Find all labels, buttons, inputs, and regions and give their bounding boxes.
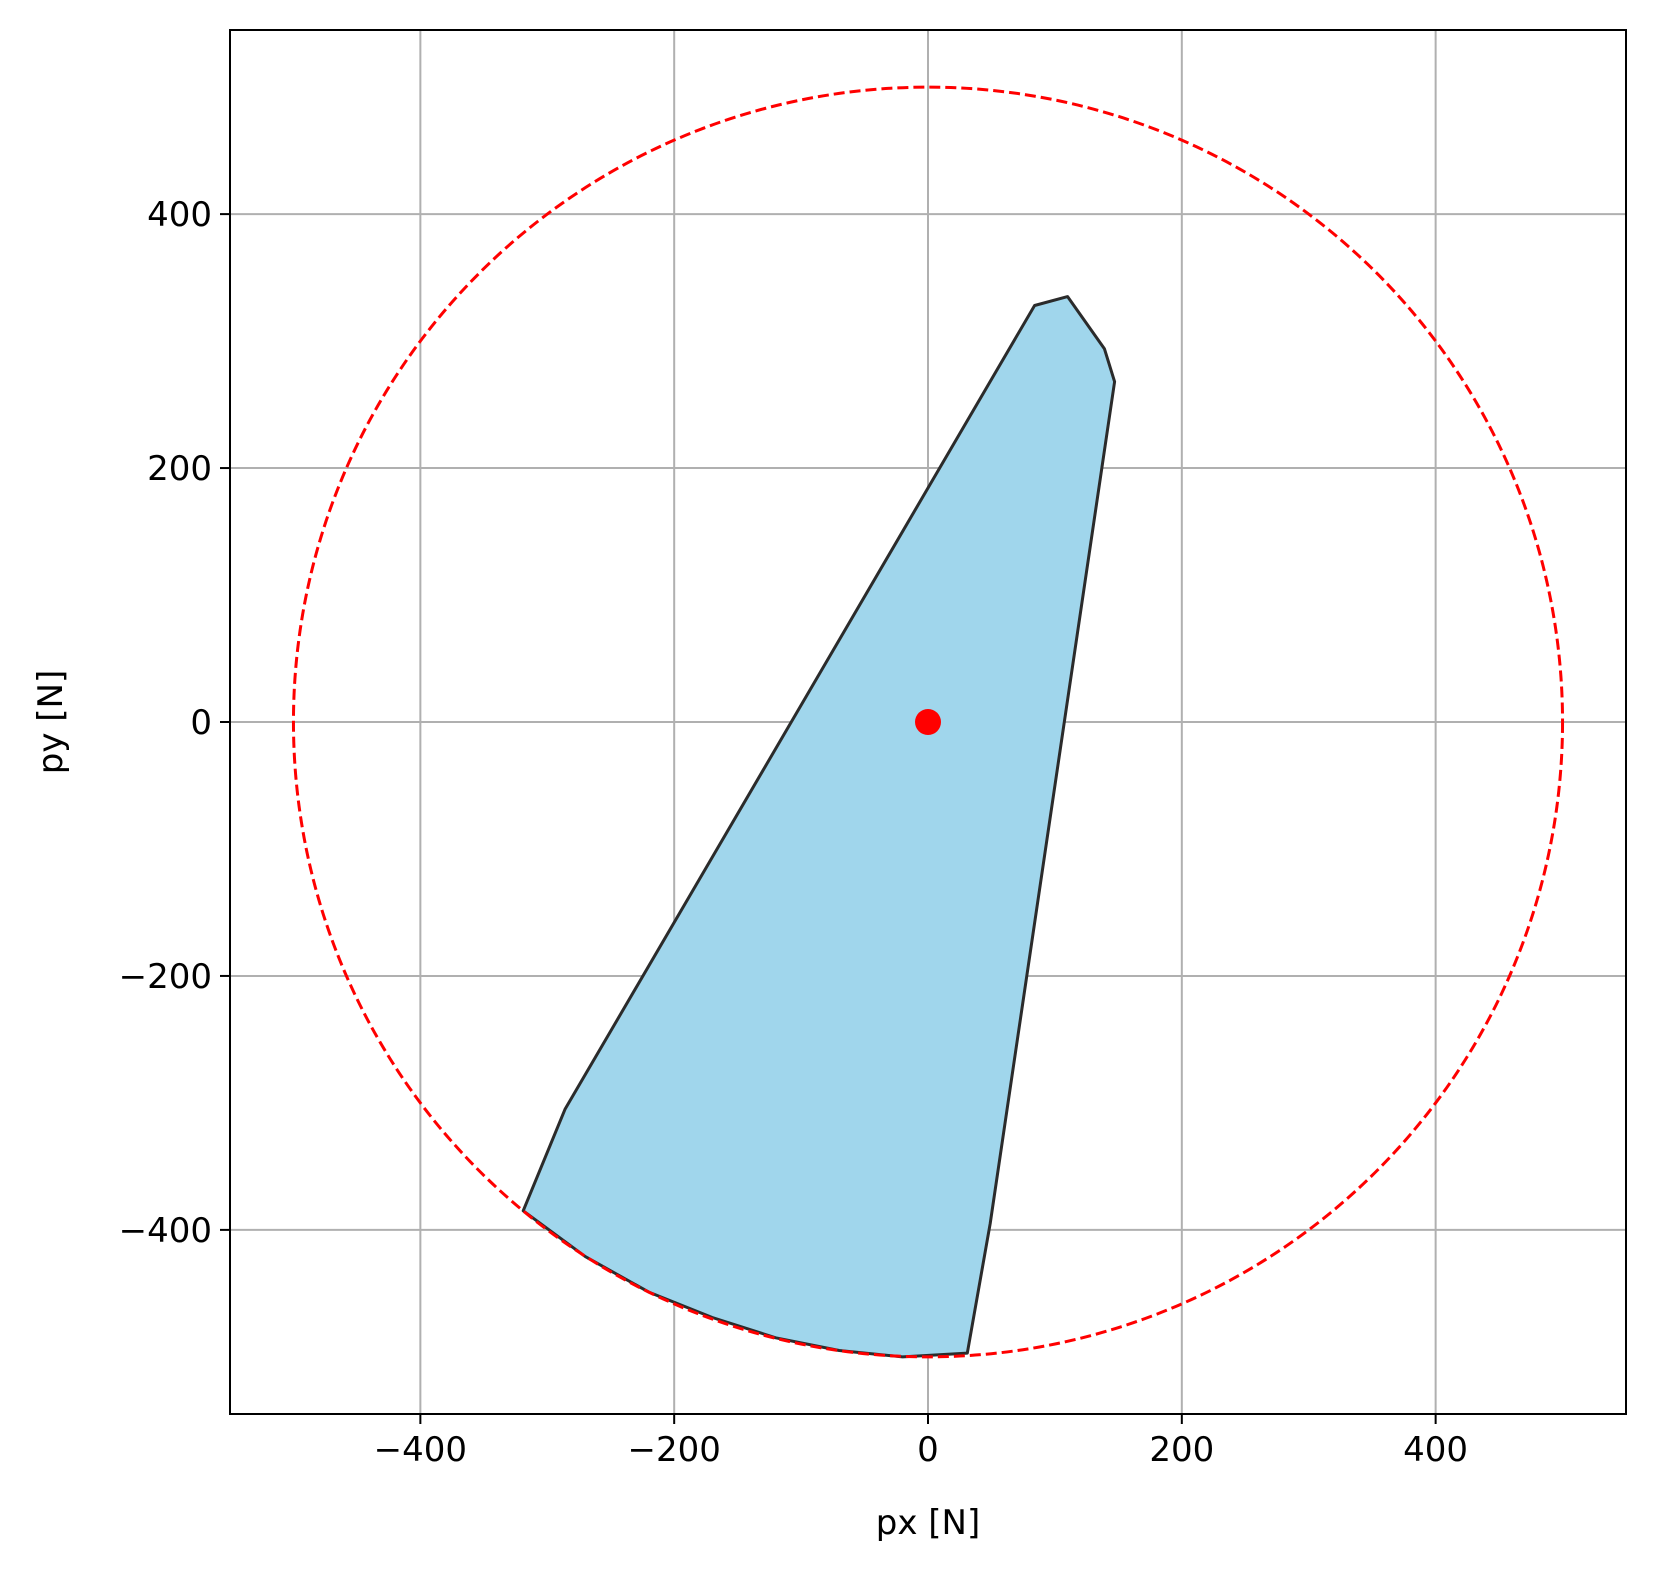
y-tick-label: 400 xyxy=(147,195,212,235)
limit-circle-layer xyxy=(291,85,1565,1359)
x-tick-label: −200 xyxy=(627,1430,720,1470)
x-tick-label: 0 xyxy=(917,1430,939,1470)
x-tick-label: −400 xyxy=(374,1430,467,1470)
origin-marker xyxy=(915,709,941,735)
y-tick-label: 200 xyxy=(147,449,212,489)
x-tick-label: 400 xyxy=(1403,1430,1468,1470)
x-axis-label: px [N] xyxy=(876,1503,980,1543)
y-tick-label: −400 xyxy=(119,1211,212,1251)
x-tick-label: 200 xyxy=(1149,1430,1214,1470)
y-tick-label: 0 xyxy=(190,703,212,743)
y-tick-label: −200 xyxy=(119,957,212,997)
origin-marker-layer xyxy=(915,709,941,735)
y-axis-label: py [N] xyxy=(31,670,71,774)
limit-circle xyxy=(291,85,1565,1359)
axis-ticks: −400 −200 0 200 400 −400 −200 0 200 400 xyxy=(119,195,1468,1470)
